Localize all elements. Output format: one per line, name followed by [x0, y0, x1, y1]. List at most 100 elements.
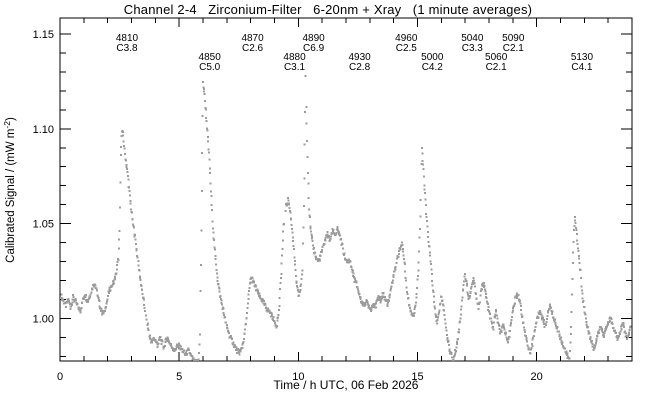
data-point [289, 211, 292, 214]
data-point [70, 303, 73, 306]
data-point [298, 294, 301, 297]
data-point [575, 232, 578, 235]
data-point [578, 257, 581, 260]
data-point [188, 349, 191, 352]
data-point [84, 293, 87, 296]
flare-class: C2.1 [486, 62, 508, 73]
data-point [126, 167, 129, 170]
data-point [457, 338, 459, 341]
data-point [252, 279, 255, 282]
data-point [531, 344, 534, 347]
data-point [399, 248, 402, 251]
data-point [116, 264, 119, 266]
data-point [629, 325, 632, 328]
data-point [343, 254, 345, 257]
data-point [216, 276, 219, 279]
data-point [470, 286, 473, 288]
data-point [412, 314, 415, 317]
data-point [302, 226, 305, 229]
data-point [201, 152, 204, 155]
data-point [111, 284, 114, 287]
data-point [295, 274, 297, 277]
data-point [141, 289, 144, 292]
data-point [143, 304, 146, 306]
data-point [415, 296, 418, 299]
data-point [550, 306, 552, 309]
data-point [108, 288, 111, 291]
data-point [296, 286, 299, 289]
data-point [628, 333, 631, 336]
data-point [617, 335, 620, 338]
data-point [406, 293, 409, 295]
data-point [383, 296, 386, 299]
data-point [535, 321, 538, 324]
data-point [242, 338, 245, 341]
data-point [122, 134, 125, 137]
data-point [577, 250, 580, 252]
data-point [442, 304, 445, 307]
data-point [366, 300, 369, 302]
data-point [444, 322, 447, 325]
data-point [305, 106, 308, 109]
data-point [289, 210, 291, 213]
data-point [615, 331, 618, 334]
data-point [218, 287, 221, 290]
data-point [401, 244, 404, 247]
data-point [105, 306, 108, 309]
data-point [149, 337, 152, 340]
data-point [385, 298, 388, 301]
flare-class: C4.1 [571, 62, 593, 73]
data-point [177, 342, 180, 345]
data-point [142, 298, 145, 301]
data-point [619, 325, 622, 328]
data-point [417, 269, 420, 272]
data-point [476, 303, 479, 306]
data-point [480, 288, 483, 291]
data-point [79, 310, 82, 313]
data-point [526, 344, 529, 347]
data-point [209, 190, 212, 193]
data-point [510, 321, 513, 324]
data-point [557, 330, 560, 333]
data-point [499, 331, 502, 334]
data-point [302, 205, 305, 207]
data-point [367, 303, 370, 305]
data-point [233, 346, 235, 348]
data-point [97, 297, 100, 300]
data-point [483, 285, 486, 287]
data-point [431, 280, 434, 283]
flare-number: 4870 [241, 33, 264, 44]
data-point [550, 309, 553, 312]
data-point [540, 316, 543, 319]
data-point [604, 329, 606, 332]
data-point [340, 244, 343, 247]
data-point [503, 328, 506, 331]
data-point [299, 289, 302, 291]
data-point [219, 295, 222, 298]
data-point [479, 294, 482, 297]
flare-number: 5130 [571, 52, 594, 63]
data-point [332, 229, 335, 232]
data-point [541, 318, 544, 321]
data-point [206, 136, 209, 138]
data-point [498, 325, 501, 328]
data-point [463, 273, 466, 276]
data-point [532, 335, 535, 338]
data-point [593, 347, 596, 350]
data-point [119, 181, 122, 184]
data-point [611, 323, 614, 326]
data-point [205, 120, 208, 123]
data-point [534, 328, 537, 331]
data-point [469, 292, 472, 295]
data-point [492, 328, 495, 331]
data-point [215, 268, 218, 271]
data-point [98, 305, 101, 308]
data-point [598, 332, 600, 335]
x-tick-label: 15 [411, 371, 423, 383]
data-point [317, 258, 320, 261]
data-point [200, 229, 203, 232]
data-point [355, 280, 358, 283]
data-point [582, 300, 585, 302]
data-point [154, 339, 157, 342]
